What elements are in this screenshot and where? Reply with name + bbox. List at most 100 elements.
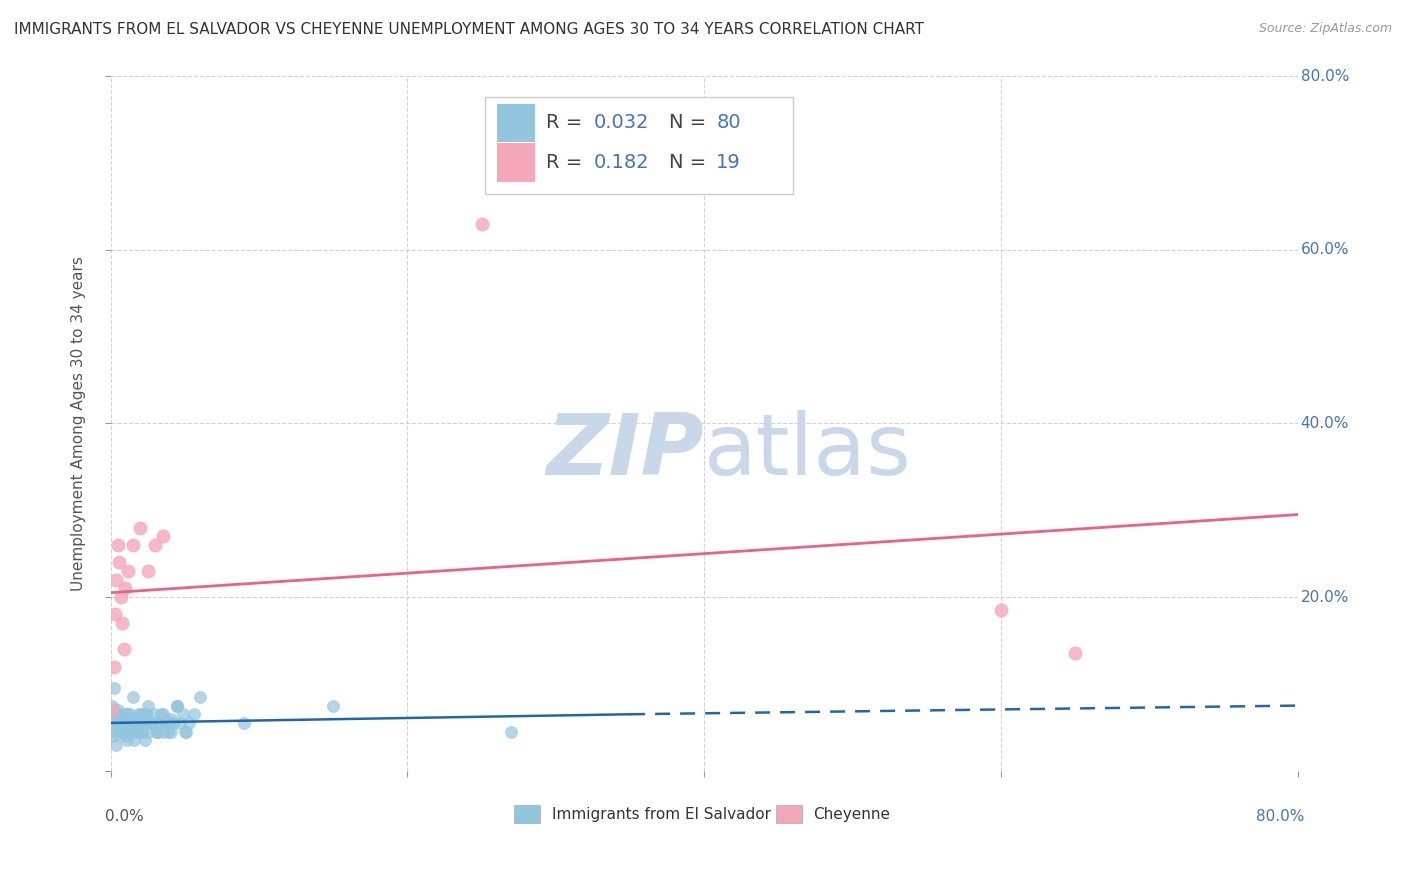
- Point: [134, 715, 156, 730]
- Bar: [515, 805, 540, 822]
- Point: [160, 712, 183, 726]
- Point: [163, 715, 186, 730]
- Point: [145, 724, 167, 739]
- Point: [142, 707, 165, 722]
- Point: [139, 715, 162, 730]
- FancyBboxPatch shape: [485, 97, 793, 194]
- Text: N =: N =: [669, 113, 713, 132]
- Text: 0.0%: 0.0%: [104, 809, 143, 824]
- Point: [172, 707, 194, 722]
- Point: [125, 712, 148, 726]
- Point: [124, 733, 146, 747]
- Point: [145, 724, 167, 739]
- Point: [108, 555, 131, 569]
- Point: [131, 724, 153, 739]
- Text: R =: R =: [547, 153, 595, 172]
- Text: IMMIGRANTS FROM EL SALVADOR VS CHEYENNE UNEMPLOYMENT AMONG AGES 30 TO 34 YEARS C: IMMIGRANTS FROM EL SALVADOR VS CHEYENNE …: [14, 22, 924, 37]
- Point: [110, 590, 132, 604]
- Point: [107, 707, 129, 722]
- Point: [127, 715, 149, 730]
- Point: [166, 698, 188, 713]
- Point: [103, 659, 125, 673]
- Point: [136, 724, 159, 739]
- Point: [131, 724, 153, 739]
- Point: [131, 724, 153, 739]
- Point: [179, 715, 201, 730]
- Point: [159, 715, 181, 730]
- Point: [117, 715, 139, 730]
- Point: [125, 715, 148, 730]
- Point: [128, 707, 150, 722]
- Point: [110, 724, 132, 739]
- Point: [166, 698, 188, 713]
- Text: 19: 19: [716, 153, 741, 172]
- Point: [111, 724, 134, 739]
- Text: 80.0%: 80.0%: [1256, 809, 1305, 824]
- Point: [105, 738, 128, 752]
- Point: [129, 520, 152, 534]
- Text: 60.0%: 60.0%: [1301, 243, 1348, 257]
- Point: [183, 707, 205, 722]
- Point: [105, 573, 128, 587]
- Point: [112, 724, 135, 739]
- Bar: [776, 805, 801, 822]
- Point: [501, 724, 523, 739]
- Text: 0.182: 0.182: [593, 153, 650, 172]
- Point: [104, 707, 127, 722]
- Text: 20.0%: 20.0%: [1301, 590, 1348, 605]
- Point: [103, 729, 125, 743]
- Point: [112, 715, 135, 730]
- Point: [471, 217, 494, 231]
- Point: [120, 724, 142, 739]
- Text: 40.0%: 40.0%: [1301, 416, 1348, 431]
- Text: Source: ZipAtlas.com: Source: ZipAtlas.com: [1258, 22, 1392, 36]
- Point: [141, 715, 163, 730]
- Text: 80.0%: 80.0%: [1301, 69, 1348, 84]
- Point: [143, 538, 166, 552]
- Point: [121, 538, 143, 552]
- Point: [121, 720, 143, 734]
- Bar: [496, 144, 534, 182]
- Text: Cheyenne: Cheyenne: [814, 806, 890, 822]
- Point: [114, 729, 136, 743]
- Point: [103, 715, 125, 730]
- Point: [134, 733, 156, 747]
- Point: [101, 715, 124, 730]
- Point: [104, 607, 127, 622]
- Point: [118, 707, 141, 722]
- Point: [108, 715, 131, 730]
- Point: [114, 707, 136, 722]
- Point: [104, 724, 127, 739]
- Point: [990, 603, 1012, 617]
- Point: [108, 720, 131, 734]
- Point: [155, 715, 177, 730]
- Point: [173, 724, 195, 739]
- Point: [139, 715, 162, 730]
- Point: [169, 715, 191, 730]
- Text: N =: N =: [669, 153, 713, 172]
- Point: [322, 698, 344, 713]
- Point: [101, 703, 124, 717]
- Point: [132, 715, 155, 730]
- Text: ZIP: ZIP: [547, 409, 704, 492]
- Point: [166, 698, 188, 713]
- Point: [174, 724, 197, 739]
- Point: [145, 724, 167, 739]
- Bar: [496, 103, 534, 142]
- Point: [127, 724, 149, 739]
- Text: 0.032: 0.032: [593, 113, 650, 132]
- Point: [101, 698, 124, 713]
- Point: [155, 715, 177, 730]
- Point: [112, 642, 135, 657]
- Point: [233, 715, 256, 730]
- Point: [121, 724, 143, 739]
- Point: [148, 715, 170, 730]
- Point: [121, 690, 143, 704]
- Point: [188, 690, 211, 704]
- Text: R =: R =: [547, 113, 589, 132]
- Point: [150, 707, 173, 722]
- Point: [111, 616, 134, 631]
- Point: [135, 707, 157, 722]
- Point: [135, 707, 157, 722]
- Point: [117, 715, 139, 730]
